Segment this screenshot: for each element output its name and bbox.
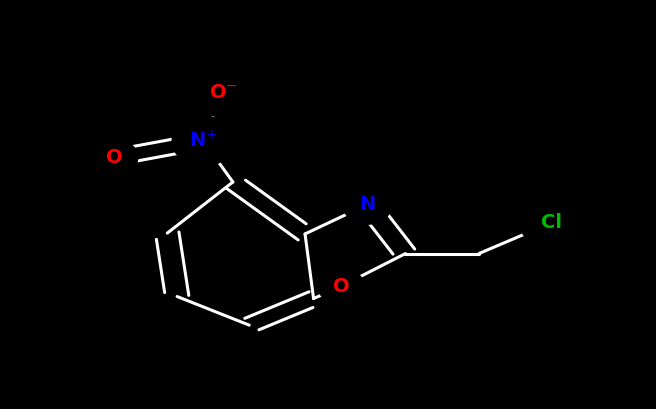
- Text: O: O: [333, 277, 350, 296]
- Text: N: N: [359, 195, 375, 214]
- Text: N$^{+}$: N$^{+}$: [189, 130, 218, 152]
- Ellipse shape: [172, 116, 235, 166]
- Ellipse shape: [342, 185, 392, 224]
- Ellipse shape: [192, 67, 255, 117]
- Ellipse shape: [520, 198, 583, 248]
- Text: Cl: Cl: [541, 213, 562, 232]
- Ellipse shape: [318, 268, 364, 305]
- Text: O$^{-}$: O$^{-}$: [209, 83, 237, 101]
- Text: O: O: [106, 148, 123, 167]
- Ellipse shape: [92, 139, 138, 176]
